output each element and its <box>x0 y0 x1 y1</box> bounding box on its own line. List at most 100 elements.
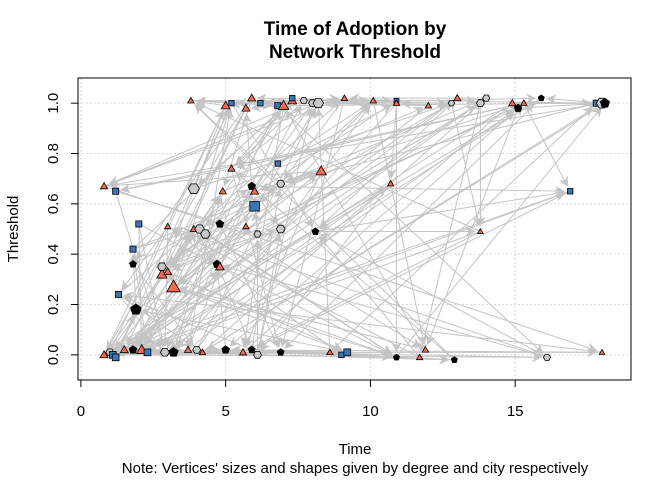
vertex-square <box>228 100 235 107</box>
vertex-pentagon <box>130 303 142 315</box>
edge-arrow <box>235 100 305 166</box>
edge-arrow <box>193 189 248 230</box>
vertex-hexagon <box>275 224 286 234</box>
x-tick-label: 5 <box>221 403 229 420</box>
vertex-pentagon <box>311 227 320 235</box>
edge-arrow <box>197 100 293 186</box>
vertex-pentagon <box>129 260 137 268</box>
edge-arrow <box>523 102 568 187</box>
edge-arrow <box>231 102 313 228</box>
edge-arrow <box>144 102 313 346</box>
vertex-triangle <box>340 94 349 101</box>
edge-arrow <box>285 97 487 183</box>
edge-arrow <box>222 106 424 192</box>
edge-arrow <box>109 170 322 191</box>
vertex-triangle <box>163 266 173 276</box>
vertex-hexagon <box>312 98 324 109</box>
vertex-triangle <box>99 181 109 190</box>
vertex-triangle <box>166 279 182 293</box>
edge-arrow <box>123 291 603 353</box>
edge-arrow <box>256 93 597 104</box>
vertex-square <box>338 351 345 358</box>
y-tick-label: 0.4 <box>45 244 62 265</box>
vertex-triangle <box>326 348 334 356</box>
edge-arrow <box>283 97 345 180</box>
edge-arrow <box>136 223 147 345</box>
edge-arrow <box>240 105 285 348</box>
vertex-hexagon <box>253 350 262 359</box>
edge-arrow <box>396 107 602 358</box>
vertex-pentagon <box>276 348 285 356</box>
edge-arrow <box>196 107 317 351</box>
vertex-square <box>289 95 296 102</box>
edge-arrow <box>138 223 216 265</box>
y-axis: 0.0 0.2 0.4 0.6 0.8 1.0 <box>45 93 79 365</box>
vertex-square <box>112 187 120 195</box>
edge-arrow <box>115 191 566 358</box>
edge-arrow <box>106 107 247 351</box>
edge-arrow <box>257 100 454 235</box>
vertex-square <box>249 201 260 212</box>
vertex-square <box>274 160 281 167</box>
vertex-triangle <box>247 93 257 102</box>
vertex-triangle <box>315 165 328 176</box>
edge-arrow <box>236 102 524 171</box>
edge-arrow <box>135 97 253 261</box>
y-tick-label: 0.0 <box>45 344 62 365</box>
chart-title-line-2: Network Threshold <box>269 42 441 63</box>
vertex-triangle <box>119 345 130 354</box>
edge-arrow <box>221 263 548 358</box>
edge-arrow <box>235 102 319 166</box>
vertex-triangle <box>163 222 172 230</box>
vertex-triangle <box>453 93 462 102</box>
vertex-hexagon <box>253 230 262 238</box>
vertex-triangle <box>241 103 251 112</box>
vertex-pentagon <box>215 219 225 228</box>
edge-arrow <box>523 102 603 113</box>
vertex-triangle <box>519 99 528 106</box>
vertex-pentagon <box>450 356 458 363</box>
vertex-triangle <box>227 164 236 172</box>
vertex-square <box>257 100 264 107</box>
vertex-triangle <box>187 96 195 104</box>
edge-arrow <box>318 235 421 358</box>
edge-arrow <box>282 100 597 111</box>
vertex-triangle <box>198 348 207 356</box>
edge-arrow <box>247 231 481 351</box>
edge-arrow <box>256 190 571 348</box>
edge-arrow <box>173 351 450 365</box>
vertex-hexagon <box>299 97 308 105</box>
edge-arrow <box>108 190 571 355</box>
vertex-pentagon <box>128 345 138 354</box>
vertex-triangle <box>369 96 378 104</box>
vertex-triangle <box>598 348 606 355</box>
edge-arrow <box>137 97 487 347</box>
vertex-hexagon <box>482 94 491 102</box>
vertex-hexagon <box>447 100 456 107</box>
vertex-triangle <box>424 101 433 109</box>
vertex-triangle <box>214 261 225 271</box>
edge-arrow <box>187 186 387 351</box>
edge-arrow <box>173 174 318 288</box>
edge-arrow <box>284 97 542 349</box>
edge-arrow <box>172 228 281 272</box>
edge-arrow <box>206 102 606 350</box>
edge-arrow <box>418 103 481 353</box>
vertex-hexagon <box>475 99 485 108</box>
vertex-triangle <box>242 222 250 230</box>
vertex-pentagon <box>247 181 256 190</box>
vertex-triangle <box>220 100 231 110</box>
vertex-hexagon <box>187 183 200 194</box>
vertex-pentagon <box>392 353 401 361</box>
vertex-square <box>135 220 143 228</box>
edge-arrow <box>119 228 281 355</box>
vertex-triangle <box>277 99 290 110</box>
vertex-triangle <box>421 345 430 353</box>
x-tick-label: 0 <box>77 403 85 420</box>
vertex-triangle <box>249 186 260 195</box>
chart-note: Note: Vertices' sizes and shapes given b… <box>122 460 589 477</box>
edge-arrow <box>166 205 255 265</box>
edge-arrow <box>277 103 370 164</box>
vertex-hexagon <box>159 348 170 357</box>
